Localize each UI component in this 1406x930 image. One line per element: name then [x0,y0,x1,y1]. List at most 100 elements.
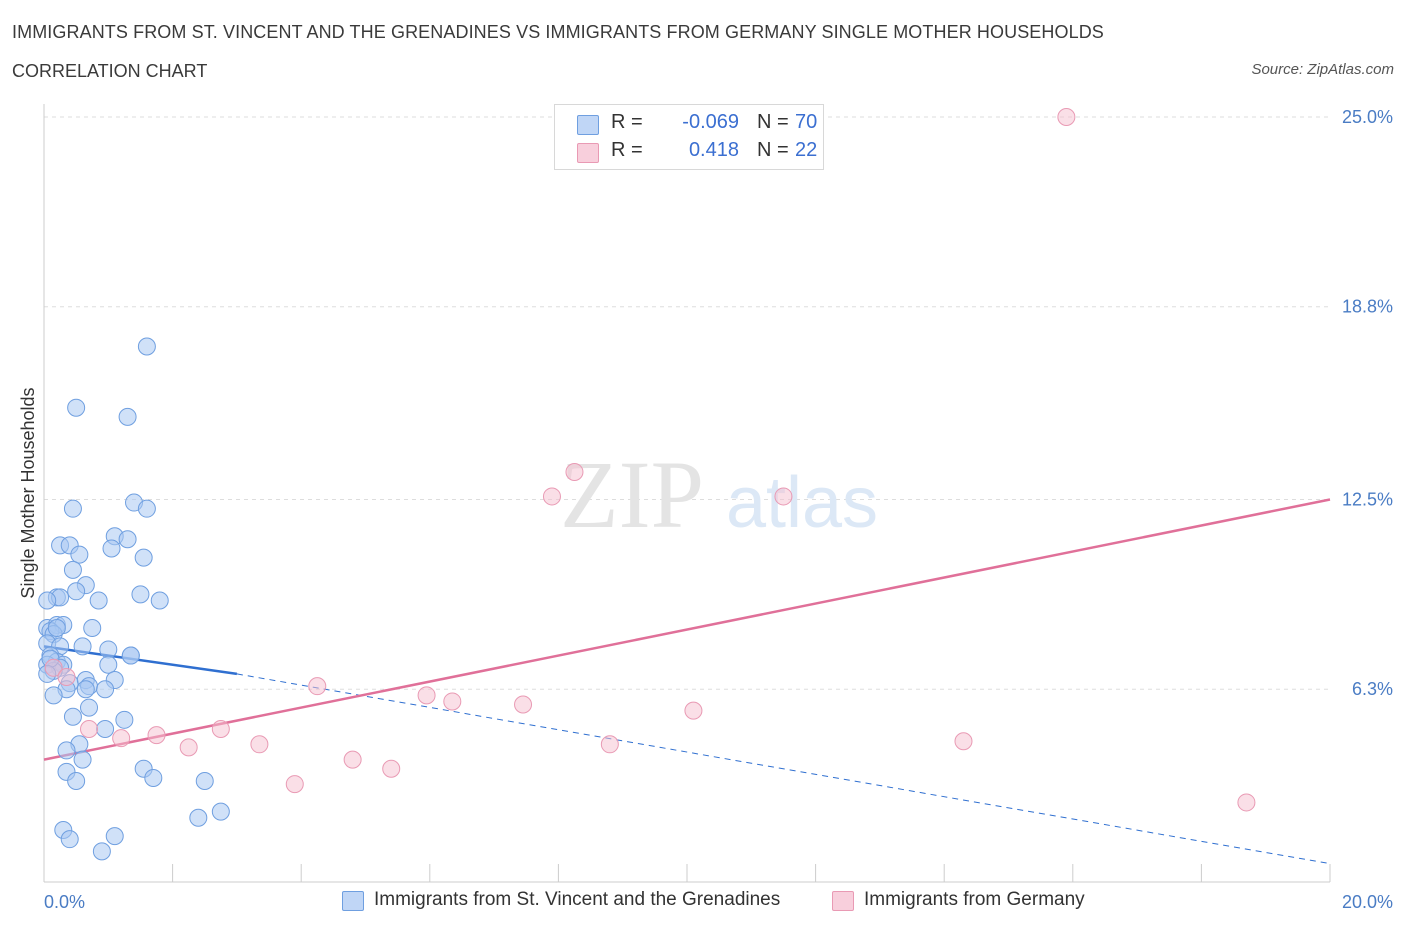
watermark: ZIP atlas [560,441,878,548]
data-point-st-vincent [195,772,214,791]
data-point-st-vincent [189,808,208,827]
bottom-legend-label: Immigrants from Germany [864,889,1085,910]
data-point-st-vincent [73,750,92,769]
bottom-legend-swatch-blue [342,891,364,911]
legend-n-label: N = [757,139,789,161]
data-point-germany [542,487,561,506]
data-point-st-vincent [73,637,92,656]
data-point-st-vincent [115,710,134,729]
legend-r-label: R = [611,111,643,133]
data-point-st-vincent [63,499,82,518]
y-tick-label: 25.0% [1342,107,1393,127]
x-tick-label-max: 20.0% [1342,892,1393,912]
y-tick-label: 18.8% [1342,297,1393,317]
data-point-germany [343,750,362,769]
data-point-germany [147,726,166,745]
data-point-germany [565,462,584,481]
data-point-germany [417,686,436,705]
data-point-germany [179,738,198,757]
trend-line-germany [43,498,1331,761]
data-point-st-vincent [47,619,66,638]
data-point-germany [600,735,619,754]
bottom-legend-label: Immigrants from St. Vincent and the Gren… [374,889,781,910]
data-point-st-vincent [134,548,153,567]
data-point-germany [250,735,269,754]
data-point-germany [285,775,304,794]
data-point-germany [443,692,462,711]
data-point-germany [1237,793,1256,812]
data-point-germany [1057,108,1076,126]
watermark-atlas: atlas [726,463,878,543]
data-point-st-vincent [96,680,115,699]
y-tick-label: 12.5% [1342,490,1393,510]
data-point-st-vincent [67,582,86,601]
data-point-germany [80,720,99,738]
chart-subtitle: CORRELATION CHART [12,61,208,81]
watermark-zip: ZIP [560,441,704,548]
data-point-germany [44,658,63,677]
source-credit: Source: ZipAtlas.com [1251,61,1394,78]
data-point-st-vincent [83,619,102,638]
data-point-st-vincent [150,591,169,610]
data-point-st-vincent [60,830,79,849]
data-point-st-vincent [118,530,137,549]
data-point-st-vincent [67,772,86,791]
trend-lines [43,498,1331,865]
data-point-germany [774,487,793,506]
stats-legend: R = -0.069 N = 70 R = 0.418 N = 22 [554,104,824,170]
x-tick-labels: 0.0% 20.0% [44,892,1393,912]
data-point-st-vincent [76,680,95,699]
data-point-st-vincent [96,720,115,738]
legend-n-value: 22 [795,139,818,161]
data-point-st-vincent [99,655,118,674]
data-point-st-vincent [63,560,82,579]
chart-title: IMMIGRANTS FROM ST. VINCENT AND THE GREN… [12,22,1104,42]
y-tick-label: 6.3% [1352,679,1393,699]
legend-r-value: 0.418 [688,139,739,161]
data-point-st-vincent [137,337,156,356]
data-point-st-vincent [102,539,121,558]
legend-n-value: 70 [795,111,818,133]
data-point-st-vincent [137,499,156,518]
data-point-st-vincent [63,707,82,726]
trend-line-st-vincent-dashed [236,673,1331,865]
legend-swatch-blue [577,115,599,135]
data-point-st-vincent [57,741,76,760]
data-point-st-vincent [38,591,57,610]
data-point-germany [112,729,131,748]
data-point-germany [57,667,76,686]
data-point-germany [308,677,327,696]
data-point-germany [211,720,230,738]
x-tick-label-min: 0.0% [44,892,85,912]
data-point-germany [684,701,703,720]
data-point-st-vincent [89,591,108,610]
data-point-st-vincent [70,545,89,564]
legend-r-value: -0.069 [682,111,739,133]
data-point-st-vincent [99,640,118,659]
data-point-germany [954,732,973,751]
data-point-st-vincent [67,398,86,417]
data-point-st-vincent [131,585,150,604]
data-point-germany [382,759,401,778]
data-point-st-vincent [144,768,163,787]
legend-swatch-pink [577,143,599,163]
bottom-legend-swatch-pink [832,891,854,911]
legend-r-label: R = [611,139,643,161]
data-point-st-vincent [121,646,140,665]
data-point-st-vincent [105,827,124,846]
data-point-st-vincent [80,698,99,717]
data-point-st-vincent [92,842,111,861]
data-point-st-vincent [118,407,137,426]
data-point-germany [514,695,533,714]
trend-line-st-vincent [43,645,238,676]
data-point-st-vincent [44,686,63,705]
data-point-st-vincent [211,802,230,821]
grid-lines [44,116,1330,690]
y-axis-title: Single Mother Households [18,387,38,598]
x-ticks [172,864,1331,882]
series-st-vincent-points [38,337,230,861]
legend-n-label: N = [757,111,789,133]
series-germany-points [44,108,1256,812]
y-tick-labels: 6.3% 12.5% 18.8% 25.0% [1342,107,1393,699]
